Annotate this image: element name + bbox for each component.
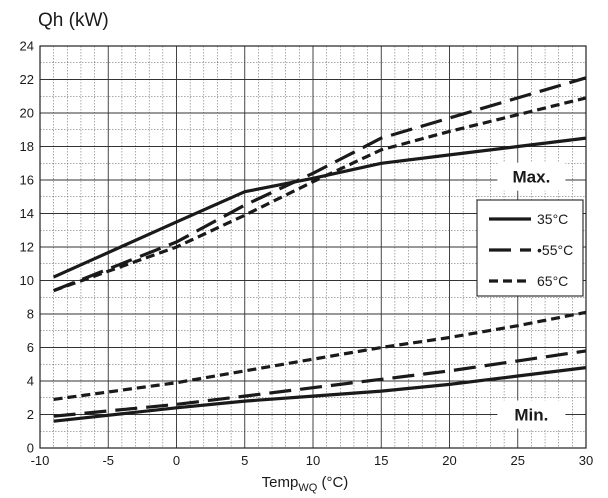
legend-label: 35°C bbox=[537, 211, 568, 227]
x-axis-label: TempWQ (°C) bbox=[262, 474, 349, 494]
y-tick-label: 10 bbox=[20, 273, 34, 288]
x-tick-label: 0 bbox=[173, 453, 180, 468]
y-tick-label: 8 bbox=[27, 307, 34, 322]
y-tick-label: 20 bbox=[20, 106, 34, 121]
series-line-min-short-dash bbox=[53, 310, 587, 401]
series-line-max-long-dash bbox=[53, 76, 587, 293]
legend: 35°C •55°C 65°C bbox=[476, 199, 584, 297]
y-tick-label: 18 bbox=[20, 139, 34, 154]
y-tick-label: 0 bbox=[27, 441, 34, 456]
series-line-min-solid bbox=[53, 366, 587, 423]
annotations: Max. Min. bbox=[497, 162, 566, 429]
y-tick-label: 16 bbox=[20, 173, 34, 188]
x-tick-label: 15 bbox=[374, 453, 388, 468]
x-tick-labels: -10 -5 0 5 10 15 20 25 30 bbox=[31, 453, 594, 468]
annotation-background bbox=[497, 400, 566, 429]
x-axis-label-main: Temp bbox=[262, 474, 299, 491]
y-tick-label: 24 bbox=[20, 39, 34, 54]
y-tick-label: 4 bbox=[27, 374, 34, 389]
x-tick-label: 20 bbox=[442, 453, 456, 468]
x-tick-label: 30 bbox=[579, 453, 593, 468]
x-tick-label: 5 bbox=[241, 453, 248, 468]
legend-label: •55°C bbox=[537, 242, 573, 258]
series-line-max-short-dash bbox=[53, 96, 587, 293]
y-tick-label: 14 bbox=[20, 206, 34, 221]
x-tick-label: -5 bbox=[102, 453, 114, 468]
y-tick-label: 12 bbox=[20, 240, 34, 255]
annotation-label: Max. bbox=[513, 168, 551, 187]
series-line-max-solid bbox=[52, 136, 587, 279]
x-tick-label: 10 bbox=[306, 453, 320, 468]
y-axis-label: Qh (kW) bbox=[38, 10, 109, 31]
annotation-background bbox=[497, 162, 566, 191]
plot-frame bbox=[39, 45, 587, 449]
y-tick-label: 6 bbox=[27, 340, 34, 355]
x-axis-label-subscript: WQ bbox=[298, 482, 317, 494]
y-tick-label: 2 bbox=[27, 407, 34, 422]
series-layer bbox=[52, 76, 587, 423]
y-tick-label: 22 bbox=[20, 72, 34, 87]
series-line-min-long-dash bbox=[53, 349, 587, 418]
x-tick-label: -10 bbox=[31, 453, 50, 468]
annotation-label: Min. bbox=[514, 406, 548, 425]
x-axis-label-unit: (°C) bbox=[317, 474, 348, 491]
legend-label: 65°C bbox=[537, 273, 568, 289]
x-tick-label: 25 bbox=[511, 453, 525, 468]
